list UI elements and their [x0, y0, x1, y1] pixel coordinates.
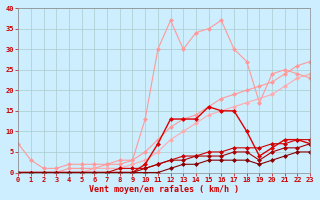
X-axis label: Vent moyen/en rafales ( km/h ): Vent moyen/en rafales ( km/h ) — [89, 185, 239, 194]
